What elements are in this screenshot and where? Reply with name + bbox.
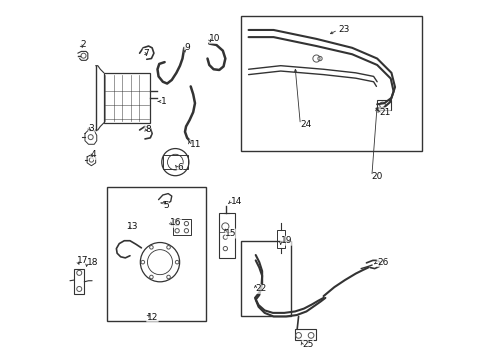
Text: 1: 1 [161, 97, 167, 106]
Text: 26: 26 [377, 258, 389, 267]
Bar [295, 329, 317, 340]
Text: 8: 8 [145, 126, 151, 135]
Bar [163, 155, 188, 169]
Bar [74, 269, 84, 294]
Bar [104, 73, 150, 123]
Text: 2: 2 [80, 40, 86, 49]
Bar [277, 230, 285, 248]
Text: 18: 18 [87, 258, 98, 267]
Text: 6: 6 [177, 163, 183, 172]
Text: 19: 19 [281, 236, 292, 245]
Text: 24: 24 [300, 120, 312, 129]
Text: 4: 4 [91, 150, 97, 159]
Bar [173, 219, 191, 235]
Bar [377, 100, 392, 111]
Text: 16: 16 [170, 219, 181, 228]
Text: 15: 15 [225, 229, 237, 238]
Text: 7: 7 [143, 49, 149, 58]
Text: 5: 5 [163, 201, 169, 210]
Text: 14: 14 [231, 197, 242, 206]
Text: 12: 12 [147, 313, 158, 322]
Text: 3: 3 [89, 124, 94, 133]
Text: 20: 20 [372, 172, 383, 181]
Text: 13: 13 [127, 222, 139, 231]
Text: 10: 10 [209, 35, 221, 44]
Text: 23: 23 [338, 26, 349, 35]
Text: 11: 11 [190, 140, 201, 149]
Bar [242, 241, 292, 316]
Text: 17: 17 [77, 256, 89, 265]
Text: 9: 9 [184, 43, 190, 52]
Text: 21: 21 [379, 108, 391, 117]
Text: 25: 25 [302, 340, 314, 349]
Text: 22: 22 [256, 284, 267, 293]
Bar [220, 213, 235, 258]
Bar [107, 187, 206, 321]
Bar [242, 16, 422, 152]
